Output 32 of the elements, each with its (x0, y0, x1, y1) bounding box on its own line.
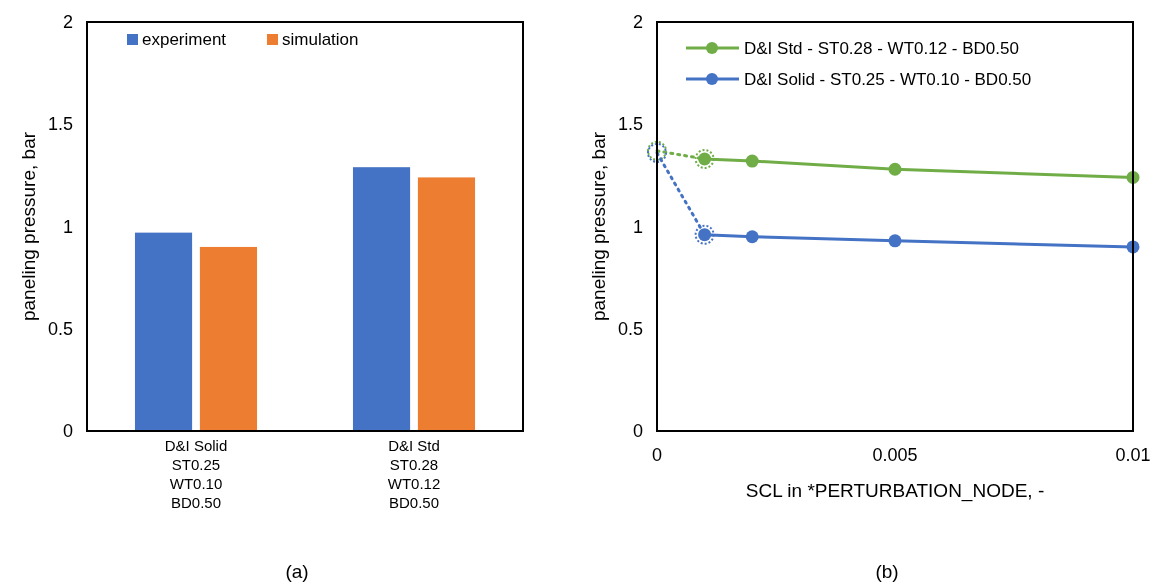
point (745, 154, 759, 168)
y-tick-label: 1.5 (47, 114, 73, 135)
y-tick-label: 0.5 (47, 318, 73, 339)
text: (a) (285, 561, 309, 582)
point (888, 234, 902, 248)
y-axis-title: paneling pressure, bar (588, 131, 609, 322)
x-tick-label: D&I Std ST0.28 WT0.12 BD0.50 (387, 437, 441, 511)
y-tick-label: 0 (62, 421, 73, 441)
y-tick-label: 1 (62, 216, 73, 237)
y-tick-label: 2 (62, 12, 73, 32)
x-tick-label: 0.005 (872, 445, 918, 465)
bar (199, 246, 258, 431)
y-tick-label: 0.5 (617, 318, 643, 339)
y-tick-label: 0 (632, 421, 643, 441)
point (888, 162, 902, 176)
x-axis-title: SCL in *PERTURBATION_NODE, - (745, 480, 1045, 502)
y-tick-label: 1 (632, 216, 643, 237)
x-tick-label: D&I Solid ST0.25 WT0.10 BD0.50 (164, 437, 228, 511)
legend-label: simulation (282, 30, 359, 49)
point (745, 230, 759, 244)
legend-label: experiment (142, 30, 227, 49)
text: (b) (875, 561, 899, 582)
bar (134, 232, 193, 431)
x-tick-label: 0 (651, 445, 663, 465)
legend-label: D&I Solid - ST0.25 - WT0.10 - BD0.50 (744, 70, 1032, 89)
x-tick-label: 0.01 (1115, 445, 1151, 465)
bar (417, 177, 476, 431)
bar (352, 167, 411, 431)
y-axis-title: paneling pressure, bar (18, 131, 39, 322)
y-tick-label: 2 (632, 12, 643, 32)
y-tick-label: 1.5 (617, 114, 643, 135)
legend-label: D&I Std - ST0.28 - WT0.12 - BD0.50 (744, 39, 1019, 58)
